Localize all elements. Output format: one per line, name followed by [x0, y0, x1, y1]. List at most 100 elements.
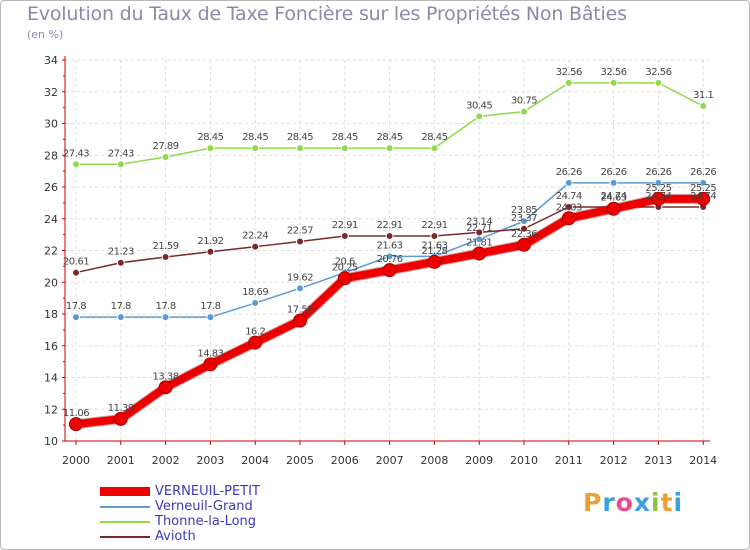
data-label-verneuil-petit: 16.2: [245, 327, 265, 338]
data-label-verneuil-petit: 24.03: [556, 202, 582, 213]
data-point-thonne-la-long: [475, 112, 484, 121]
data-point-thonne-la-long: [251, 144, 260, 153]
data-point-thonne-la-long: [116, 160, 125, 169]
y-tick-label: 16: [44, 340, 58, 353]
data-label-avioth: 22.91: [332, 220, 358, 231]
data-point-avioth: [520, 224, 528, 233]
data-label-avioth: 22.24: [242, 231, 268, 242]
data-point-verneuil-grand: [609, 178, 618, 187]
data-label-thonne-la-long: 28.45: [287, 132, 313, 143]
y-tick-label: 22: [44, 245, 58, 258]
data-label-thonne-la-long: 28.45: [332, 132, 358, 143]
data-point-avioth: [161, 253, 170, 262]
data-point-avioth: [296, 237, 304, 246]
data-label-thonne-la-long: 28.45: [421, 132, 447, 143]
legend-swatch-thonne-la-long: [100, 521, 150, 523]
y-tick-label: 26: [44, 181, 58, 194]
data-label-verneuil-petit: 17.58: [287, 305, 313, 316]
legend-swatch-verneuil-grand: [100, 506, 150, 508]
data-label-avioth: 20.61: [63, 257, 89, 268]
data-label-verneuil-grand: 17.8: [200, 301, 220, 312]
logo-letter: t: [660, 488, 674, 517]
data-point-verneuil-petit: [472, 246, 487, 261]
data-point-thonne-la-long: [72, 160, 80, 169]
data-label-verneuil-petit: 20.25: [332, 262, 358, 273]
x-tick-label: 2000: [62, 454, 90, 467]
data-label-verneuil-grand: 19.62: [287, 272, 313, 283]
data-point-thonne-la-long: [385, 144, 394, 153]
data-point-verneuil-grand: [116, 313, 125, 322]
data-point-avioth: [340, 232, 349, 241]
x-tick-label: 2014: [689, 454, 717, 467]
x-tick-label: 2011: [555, 454, 583, 467]
data-label-thonne-la-long: 28.45: [242, 132, 268, 143]
data-label-verneuil-petit: 24.63: [601, 193, 627, 204]
data-point-verneuil-petit: [382, 263, 397, 278]
data-label-verneuil-petit: 11.39: [108, 403, 134, 414]
data-label-avioth: 24.74: [645, 191, 671, 202]
data-label-verneuil-grand: 26.26: [645, 167, 671, 178]
logo-letter: i: [673, 488, 684, 517]
data-point-thonne-la-long: [430, 144, 439, 153]
y-tick-label: 34: [44, 54, 58, 67]
chart-unit-label: (en %): [27, 28, 64, 41]
data-point-verneuil-petit: [696, 191, 711, 206]
data-label-thonne-la-long: 30.45: [466, 100, 492, 111]
legend-swatch-verneuil-petit: [100, 487, 150, 496]
data-point-verneuil-grand: [699, 178, 708, 187]
data-point-avioth: [251, 242, 260, 251]
data-label-thonne-la-long: 32.56: [645, 67, 671, 78]
logo-letter: i: [651, 488, 661, 517]
y-tick-label: 14: [44, 372, 58, 385]
data-label-thonne-la-long: 27.43: [63, 148, 89, 159]
data-point-verneuil-grand: [296, 284, 304, 293]
data-label-avioth: 21.23: [108, 247, 134, 258]
legend-label: VERNEUIL-PETIT: [155, 484, 260, 499]
data-point-avioth: [564, 203, 573, 212]
data-label-avioth: 23.37: [511, 213, 537, 224]
data-point-verneuil-petit: [427, 254, 442, 269]
data-label-thonne-la-long: 27.89: [153, 141, 179, 152]
data-label-verneuil-grand: 23.85: [511, 205, 537, 216]
y-tick-label: 20: [44, 276, 58, 289]
x-tick-label: 2003: [196, 454, 224, 467]
data-point-verneuil-grand: [161, 313, 170, 322]
data-label-verneuil-petit: 20.76: [377, 254, 403, 265]
data-label-verneuil-grand: 17.8: [66, 301, 86, 312]
data-label-layer: 27.43 27.43 27.89 28.45 28.45 28.45 28.45 28.45…: [63, 67, 717, 419]
data-point-thonne-la-long: [340, 144, 349, 153]
x-tick-label: 2008: [420, 454, 448, 467]
data-label-avioth: 22.57: [287, 225, 313, 236]
x-tick-label: 2001: [107, 454, 135, 467]
data-label-avioth: 24.74: [601, 191, 627, 202]
data-label-verneuil-grand: 21.63: [421, 240, 447, 251]
data-label-avioth: 21.92: [197, 236, 223, 247]
data-point-thonne-la-long: [654, 78, 663, 87]
data-label-verneuil-petit: 25.25: [645, 183, 671, 194]
data-label-verneuil-petit: 13.38: [153, 371, 179, 382]
data-label-verneuil-petit: 25.25: [690, 183, 716, 194]
data-label-thonne-la-long: 31.1: [693, 90, 713, 101]
data-point-verneuil-petit: [293, 313, 307, 328]
x-tick-label: 2009: [465, 454, 493, 467]
y-tick-label: 28: [44, 149, 58, 162]
data-point-verneuil-grand: [385, 252, 394, 261]
data-label-verneuil-petit: 21.81: [466, 238, 492, 249]
legend-label: Thonne-la-Long: [155, 514, 257, 529]
data-label-avioth: 24.74: [690, 191, 716, 202]
data-label-verneuil-grand: 26.26: [690, 167, 716, 178]
data-label-thonne-la-long: 27.43: [108, 148, 134, 159]
axis-layer: 10 12 14 16 18 20 22 24 26 28 30 32 34 2000 2001 2002 20…: [44, 54, 717, 467]
data-label-verneuil-petit: 22.36: [511, 229, 537, 240]
data-point-verneuil-grand: [564, 178, 573, 187]
x-tick-label: 2002: [152, 454, 180, 467]
data-point-thonne-la-long: [564, 78, 573, 87]
x-tick-label: 2006: [331, 454, 359, 467]
y-tick-label: 12: [44, 403, 58, 416]
x-tick-label: 2005: [286, 454, 314, 467]
data-point-verneuil-petit: [517, 237, 531, 252]
data-label-avioth: 23.14: [466, 216, 492, 227]
x-tick-label: 2010: [510, 454, 538, 467]
data-point-verneuil-petit: [113, 411, 128, 426]
data-point-avioth: [475, 228, 484, 237]
